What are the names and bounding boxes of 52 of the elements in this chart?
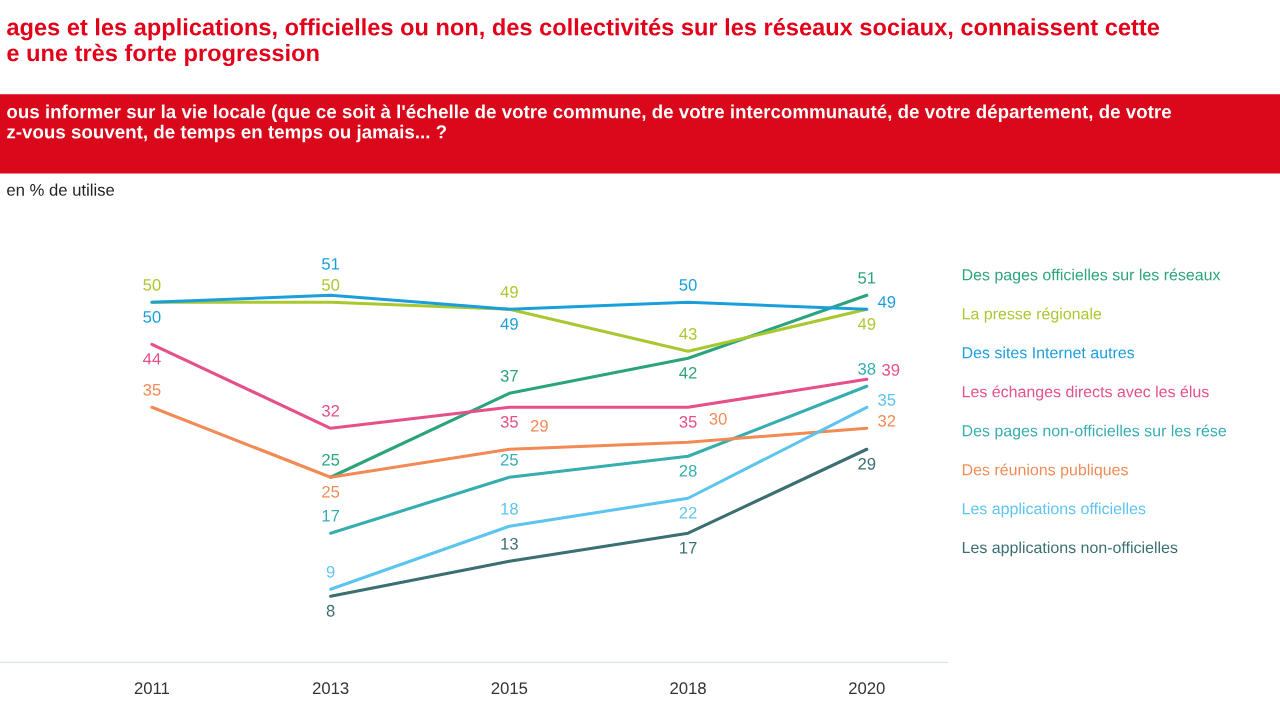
x-tick-label: 2015 xyxy=(491,682,528,695)
text: Les applications non-officielles xyxy=(962,541,1178,557)
chart-title: ages et les applications, officielles ou non, des collectivités sur les réseaux sociaux, connaissent cette e une très forte progression xyxy=(7,18,1160,67)
data-label: 29 xyxy=(858,457,876,470)
data-label: 35 xyxy=(500,415,518,428)
x-tick-label: 2020 xyxy=(849,682,885,695)
data-label: 37 xyxy=(500,369,518,382)
data-label: 32 xyxy=(321,404,340,417)
data-label: 35 xyxy=(143,383,161,396)
data-label: 51 xyxy=(322,258,340,270)
data-label: 49 xyxy=(877,295,896,308)
text: Des pages non-officielles sur les rése xyxy=(962,424,1227,440)
text: Les échanges directs avec les élus xyxy=(962,385,1209,401)
data-label: 51 xyxy=(858,272,876,284)
data-label: 49 xyxy=(500,317,518,330)
data-label: 25 xyxy=(322,485,340,498)
data-label: 29 xyxy=(530,419,548,432)
x-tick-label: 2013 xyxy=(312,682,349,695)
data-label: 30 xyxy=(709,412,727,425)
data-label: 28 xyxy=(679,464,697,477)
text: La presse régionale xyxy=(962,307,1102,323)
data-label: 49 xyxy=(500,285,518,298)
data-label: 17 xyxy=(322,510,340,522)
data-label: 43 xyxy=(679,327,697,340)
text: Des réunions publiques xyxy=(962,463,1128,479)
data-label: 39 xyxy=(882,363,900,376)
data-label: 44 xyxy=(143,353,161,365)
text: Des sites Internet autres xyxy=(962,346,1135,359)
data-label: 50 xyxy=(322,278,340,291)
data-label: 50 xyxy=(679,278,697,291)
data-label: 9 xyxy=(326,565,335,578)
data-label: 18 xyxy=(501,502,518,515)
data-label: 25 xyxy=(500,453,518,466)
x-tick-label: 2018 xyxy=(670,682,706,695)
data-label: 13 xyxy=(501,537,518,550)
data-label: 32 xyxy=(878,414,896,427)
data-label: 50 xyxy=(143,278,161,291)
data-label: 49 xyxy=(857,317,876,330)
text: Des pages officielles sur les réseaux xyxy=(962,268,1221,284)
text: Les applications officielles xyxy=(962,502,1146,518)
data-label: 17 xyxy=(680,542,697,554)
data-label: 42 xyxy=(679,366,697,379)
data-label: 35 xyxy=(878,393,896,406)
data-label: 35 xyxy=(679,415,697,428)
data-label: 22 xyxy=(679,506,697,519)
chart-subtitle: ous informer sur la vie locale (que ce soit à l'échelle de votre commune, de votre intercommunauté, de votre département, de votre z-vous souvent, de temps en temps ou jamais... ? xyxy=(7,104,1171,143)
data-label: 25 xyxy=(322,453,340,466)
text: en % de utilise xyxy=(7,183,115,196)
data-label: 8 xyxy=(326,604,335,617)
data-label: 50 xyxy=(143,310,161,323)
x-tick-label: 2011 xyxy=(134,682,170,695)
data-label: 38 xyxy=(858,362,876,375)
